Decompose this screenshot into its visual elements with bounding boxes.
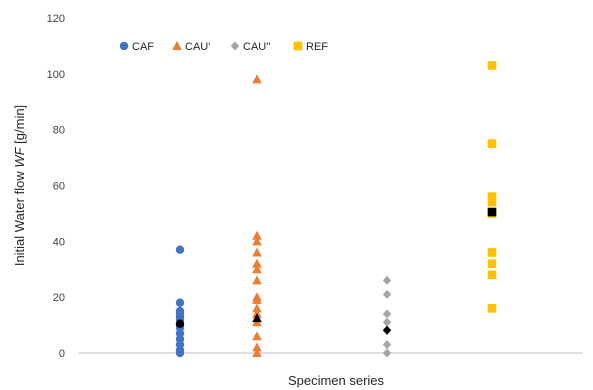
- legend-marker: [172, 41, 182, 50]
- legend-marker: [119, 41, 129, 51]
- data-point-ref1: [487, 197, 497, 207]
- data-point-ref1: [487, 248, 497, 257]
- mean-point-caf1: [175, 319, 185, 328]
- data-point-cau2: [252, 236, 262, 246]
- legend-label: REF: [306, 41, 328, 53]
- data-point-cau2: [252, 264, 262, 274]
- y-axis-title-italic: WF: [12, 146, 27, 167]
- legend-label: CAF: [132, 41, 154, 53]
- legend-label: CAU': [185, 41, 210, 53]
- data-point-cau2: [252, 342, 262, 352]
- mean-point-cau3: [382, 325, 392, 335]
- y-axis-ticks: 0 20 40 60 80 100 120: [47, 13, 65, 360]
- data-point-cau2: [252, 331, 262, 341]
- mean-point-cau2: [252, 313, 262, 323]
- y-tick-label: 20: [53, 292, 65, 304]
- data-point-cau2: [252, 74, 262, 84]
- data-point-ref1: [487, 139, 497, 148]
- data-point-ref1: [487, 270, 497, 280]
- data-point-cau2: [252, 303, 262, 313]
- legend-marker: [230, 41, 240, 51]
- y-tick-label: 40: [53, 236, 65, 248]
- data-point-cau3: [382, 289, 392, 299]
- x-axis-title: Specimen series: [288, 373, 385, 388]
- y-tick-label: 80: [53, 125, 65, 137]
- data-point-cau3: [382, 309, 392, 319]
- y-tick-label: 60: [53, 181, 65, 193]
- data-point-cau2: [252, 275, 262, 285]
- y-axis-title: Initial Water flow WF [g/min]: [12, 105, 27, 266]
- y-tick-label: 120: [47, 13, 65, 25]
- data-points: [175, 61, 497, 358]
- data-point-ref1: [487, 192, 497, 201]
- data-point-cau3: [382, 317, 392, 327]
- y-tick-label: 100: [47, 69, 65, 81]
- legend-marker: [293, 41, 303, 51]
- data-point-cau3: [382, 348, 392, 358]
- y-axis-title-prefix: Initial Water flow: [12, 168, 27, 267]
- legend: CAF CAU' CAU'' REF: [119, 41, 328, 53]
- data-point-caf1: [175, 298, 185, 307]
- data-point-cau2: [252, 348, 262, 357]
- data-point-cau3: [382, 275, 392, 285]
- data-point-ref1: [487, 304, 497, 313]
- y-tick-label: 0: [59, 348, 65, 360]
- data-point-caf1: [175, 348, 185, 358]
- legend-label: CAU'': [243, 41, 270, 53]
- data-point-cau3: [382, 340, 392, 350]
- mean-point-ref1: [487, 207, 497, 217]
- data-point-cau2: [252, 294, 262, 304]
- data-point-ref1: [487, 259, 497, 268]
- data-point-cau2: [252, 230, 262, 240]
- data-point-caf1: [175, 245, 185, 254]
- data-point-cau2: [252, 258, 262, 268]
- y-axis-title-suffix: [g/min]: [12, 105, 27, 148]
- data-point-cau2: [252, 247, 262, 257]
- data-point-ref1: [487, 61, 497, 70]
